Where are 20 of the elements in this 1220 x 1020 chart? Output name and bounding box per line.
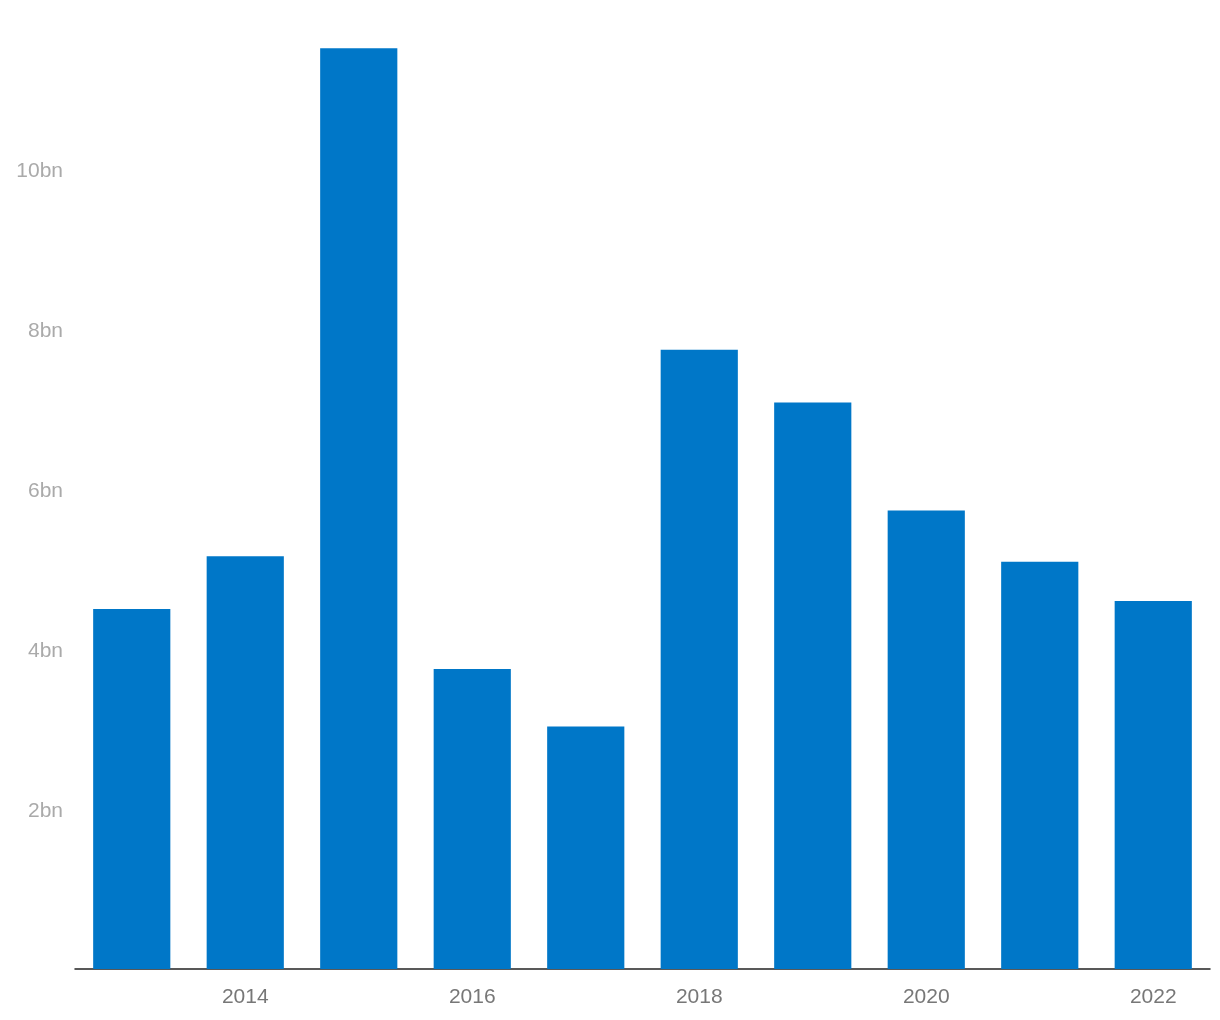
y-tick-label: 4bn [27,637,63,661]
bar [1114,601,1192,969]
bar [1001,561,1079,969]
bar [433,669,511,969]
bar [206,556,284,969]
y-tick-label: 8bn [27,317,63,341]
x-tick-label: 2014 [221,984,269,1007]
x-tick-label: 2016 [448,984,496,1007]
y-tick-label: 10bn [16,157,63,181]
bar [660,349,738,969]
bar [774,402,852,969]
y-tick-label: 2bn [27,797,63,821]
y-tick-label: 6bn [27,477,63,501]
bar [887,510,965,969]
bar [547,726,625,969]
bar [320,48,398,969]
x-tick-label: 2018 [675,984,723,1007]
x-tick-label: 2020 [902,984,950,1007]
bar [93,609,171,969]
x-tick-label: 2022 [1129,984,1177,1007]
